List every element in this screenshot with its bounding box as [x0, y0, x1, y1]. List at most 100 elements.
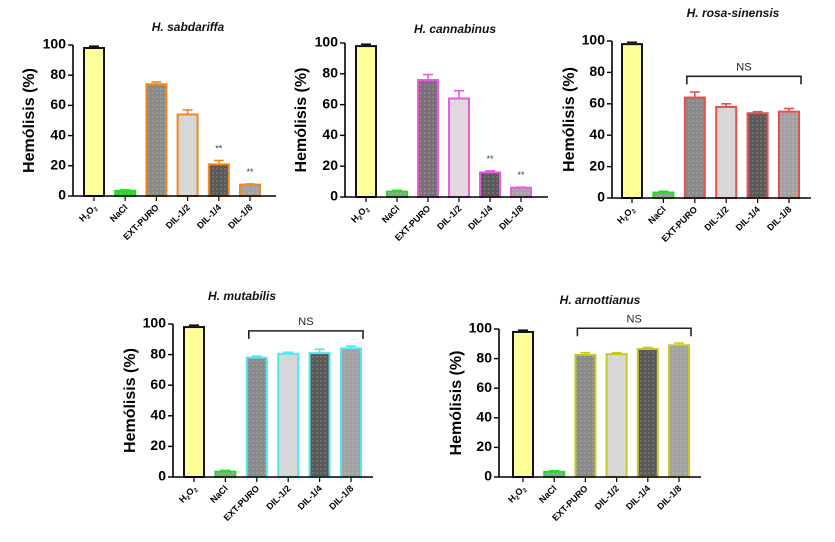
x-tick-label: NaCl: [208, 483, 230, 505]
bar-pattern: [576, 355, 595, 476]
bar-pattern: [419, 80, 437, 196]
y-tick-label: 60: [476, 379, 492, 395]
bar-pattern: [670, 346, 688, 476]
x-tick-label: DIL-1/4: [195, 202, 223, 230]
y-axis-label: Hemólisis (%): [122, 348, 139, 453]
bar-h2o2: [512, 330, 534, 478]
x-tick-label: DIL-1/4: [624, 483, 652, 511]
y-tick-label: 40: [150, 407, 166, 423]
y-tick-label: 80: [476, 349, 492, 365]
y-tick-label: 20: [150, 437, 166, 453]
bar-pattern: [654, 193, 673, 197]
y-axis-label: Hemólisis (%): [561, 67, 578, 172]
bar-pattern: [388, 192, 406, 196]
y-tick-label: 20: [322, 157, 338, 173]
y-tick-label: 20: [476, 438, 492, 454]
x-tick-label: H2O2: [349, 203, 372, 226]
chart-title: H. rosa-sinensis: [687, 6, 780, 20]
x-tick-label: NaCl: [108, 202, 130, 224]
x-tick-label: DIL-1/4: [466, 203, 494, 231]
y-tick-label: 80: [322, 65, 338, 81]
x-tick-label: DIL-1/8: [497, 203, 525, 231]
bar-h2o2: [621, 43, 643, 199]
significance-marker: **: [486, 154, 494, 164]
chart-title: H. arnottianus: [560, 293, 641, 307]
y-tick-label: 60: [150, 376, 166, 392]
bar-pattern: [717, 107, 736, 197]
x-tick-label: DIL-1/8: [327, 483, 355, 511]
y-tick-label: 0: [58, 187, 66, 203]
y-tick-label: 40: [589, 126, 605, 142]
bar-h2o2: [83, 47, 105, 197]
bar-pattern: [216, 472, 235, 476]
ns-label: NS: [298, 316, 313, 328]
x-tick-label: DIL-1/4: [734, 204, 762, 232]
bar-pattern: [780, 112, 798, 197]
y-tick-label: 60: [589, 95, 605, 111]
x-tick-label: DIL-1/8: [655, 483, 683, 511]
x-tick-label: DIL-1/8: [765, 204, 793, 232]
y-tick-label: 80: [150, 345, 166, 361]
ns-bracket: [576, 327, 692, 337]
y-tick-label: 60: [322, 95, 338, 111]
x-tick-label: H2O2: [615, 204, 638, 227]
x-tick-label: H2O2: [177, 483, 200, 506]
ns-label: NS: [736, 61, 751, 73]
y-tick-label: 100: [43, 36, 67, 52]
x-tick-label: NaCl: [380, 203, 402, 225]
y-tick-label: 20: [589, 157, 605, 173]
bar-pattern: [545, 472, 564, 476]
y-tick-label: 60: [50, 96, 66, 112]
x-tick-label: NaCl: [537, 483, 559, 505]
significance-marker: **: [215, 144, 223, 154]
y-tick-label: 0: [158, 468, 166, 484]
significance-marker: **: [517, 170, 525, 180]
bar-pattern: [279, 354, 298, 476]
y-tick-label: 40: [50, 126, 66, 142]
bar-pattern: [209, 165, 228, 195]
x-tick-label: DIL-1/2: [164, 202, 192, 230]
bar-pattern: [310, 354, 329, 476]
x-tick-label: DIL-1/2: [264, 483, 292, 511]
x-tick-label: NaCl: [646, 204, 668, 226]
bar-pattern: [342, 349, 360, 476]
bar-pattern: [116, 191, 135, 195]
ns-bracket: [686, 75, 802, 85]
bar-pattern: [607, 355, 626, 476]
bar-h2o2: [355, 45, 377, 198]
significance-marker: **: [246, 167, 254, 177]
y-tick-label: 100: [582, 32, 606, 48]
y-tick-label: 0: [330, 188, 338, 204]
x-tick-label: DIL-1/4: [296, 483, 324, 511]
chart-title: H. cannabinus: [414, 22, 496, 36]
bar-pattern: [241, 185, 259, 195]
y-axis-label: Hemólisis (%): [293, 68, 310, 173]
x-tick-label: H2O2: [506, 483, 529, 506]
x-tick-label: DIL-1/2: [435, 203, 463, 231]
y-tick-label: 80: [589, 63, 605, 79]
y-axis-label: Hemólisis (%): [21, 68, 38, 173]
x-tick-label: DIL-1/2: [702, 204, 730, 232]
ns-bracket: [248, 330, 364, 339]
y-tick-label: 100: [143, 315, 167, 331]
bar-pattern: [147, 85, 166, 195]
bar-pattern: [178, 115, 197, 195]
chart-title: H. mutabilis: [208, 289, 276, 303]
x-tick-label: DIL-1/8: [226, 202, 254, 230]
y-tick-label: 40: [476, 409, 492, 425]
y-tick-label: 0: [484, 468, 492, 484]
y-tick-label: 20: [50, 157, 66, 173]
bar-pattern: [247, 358, 266, 476]
chart-title: H. sabdariffa: [152, 20, 225, 34]
bar-pattern: [450, 99, 468, 196]
y-tick-label: 100: [315, 34, 339, 50]
y-axis-label: Hemólisis (%): [448, 351, 465, 456]
bar-pattern: [638, 349, 657, 476]
bar-pattern: [748, 114, 767, 197]
